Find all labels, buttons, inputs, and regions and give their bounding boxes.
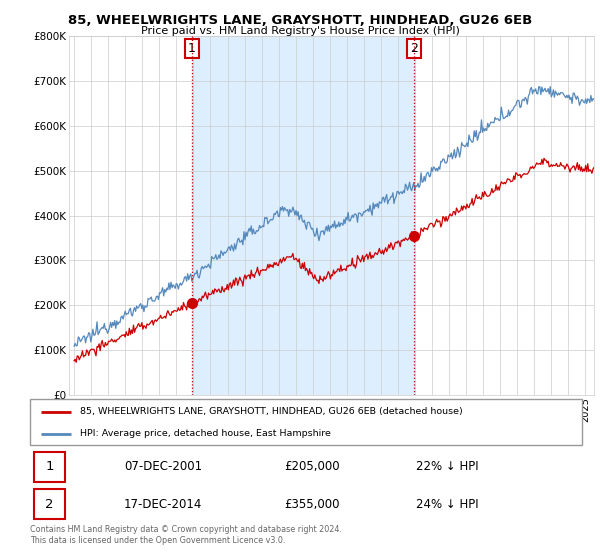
- Text: 24% ↓ HPI: 24% ↓ HPI: [416, 498, 479, 511]
- FancyBboxPatch shape: [34, 452, 65, 482]
- FancyBboxPatch shape: [34, 489, 65, 519]
- Text: 85, WHEELWRIGHTS LANE, GRAYSHOTT, HINDHEAD, GU26 6EB (detached house): 85, WHEELWRIGHTS LANE, GRAYSHOTT, HINDHE…: [80, 407, 463, 416]
- Text: 17-DEC-2014: 17-DEC-2014: [124, 498, 202, 511]
- Text: Price paid vs. HM Land Registry's House Price Index (HPI): Price paid vs. HM Land Registry's House …: [140, 26, 460, 36]
- Text: 07-DEC-2001: 07-DEC-2001: [124, 460, 202, 473]
- Text: 85, WHEELWRIGHTS LANE, GRAYSHOTT, HINDHEAD, GU26 6EB: 85, WHEELWRIGHTS LANE, GRAYSHOTT, HINDHE…: [68, 14, 532, 27]
- Text: 1: 1: [188, 42, 196, 55]
- Text: 22% ↓ HPI: 22% ↓ HPI: [416, 460, 479, 473]
- Text: 2: 2: [410, 42, 418, 55]
- Bar: [192, 36, 415, 395]
- FancyBboxPatch shape: [30, 399, 582, 445]
- Text: Contains HM Land Registry data © Crown copyright and database right 2024.
This d: Contains HM Land Registry data © Crown c…: [30, 525, 342, 545]
- Text: £205,000: £205,000: [284, 460, 340, 473]
- Text: 2: 2: [45, 498, 53, 511]
- Text: HPI: Average price, detached house, East Hampshire: HPI: Average price, detached house, East…: [80, 429, 331, 438]
- Text: 1: 1: [45, 460, 53, 473]
- Text: £355,000: £355,000: [284, 498, 340, 511]
